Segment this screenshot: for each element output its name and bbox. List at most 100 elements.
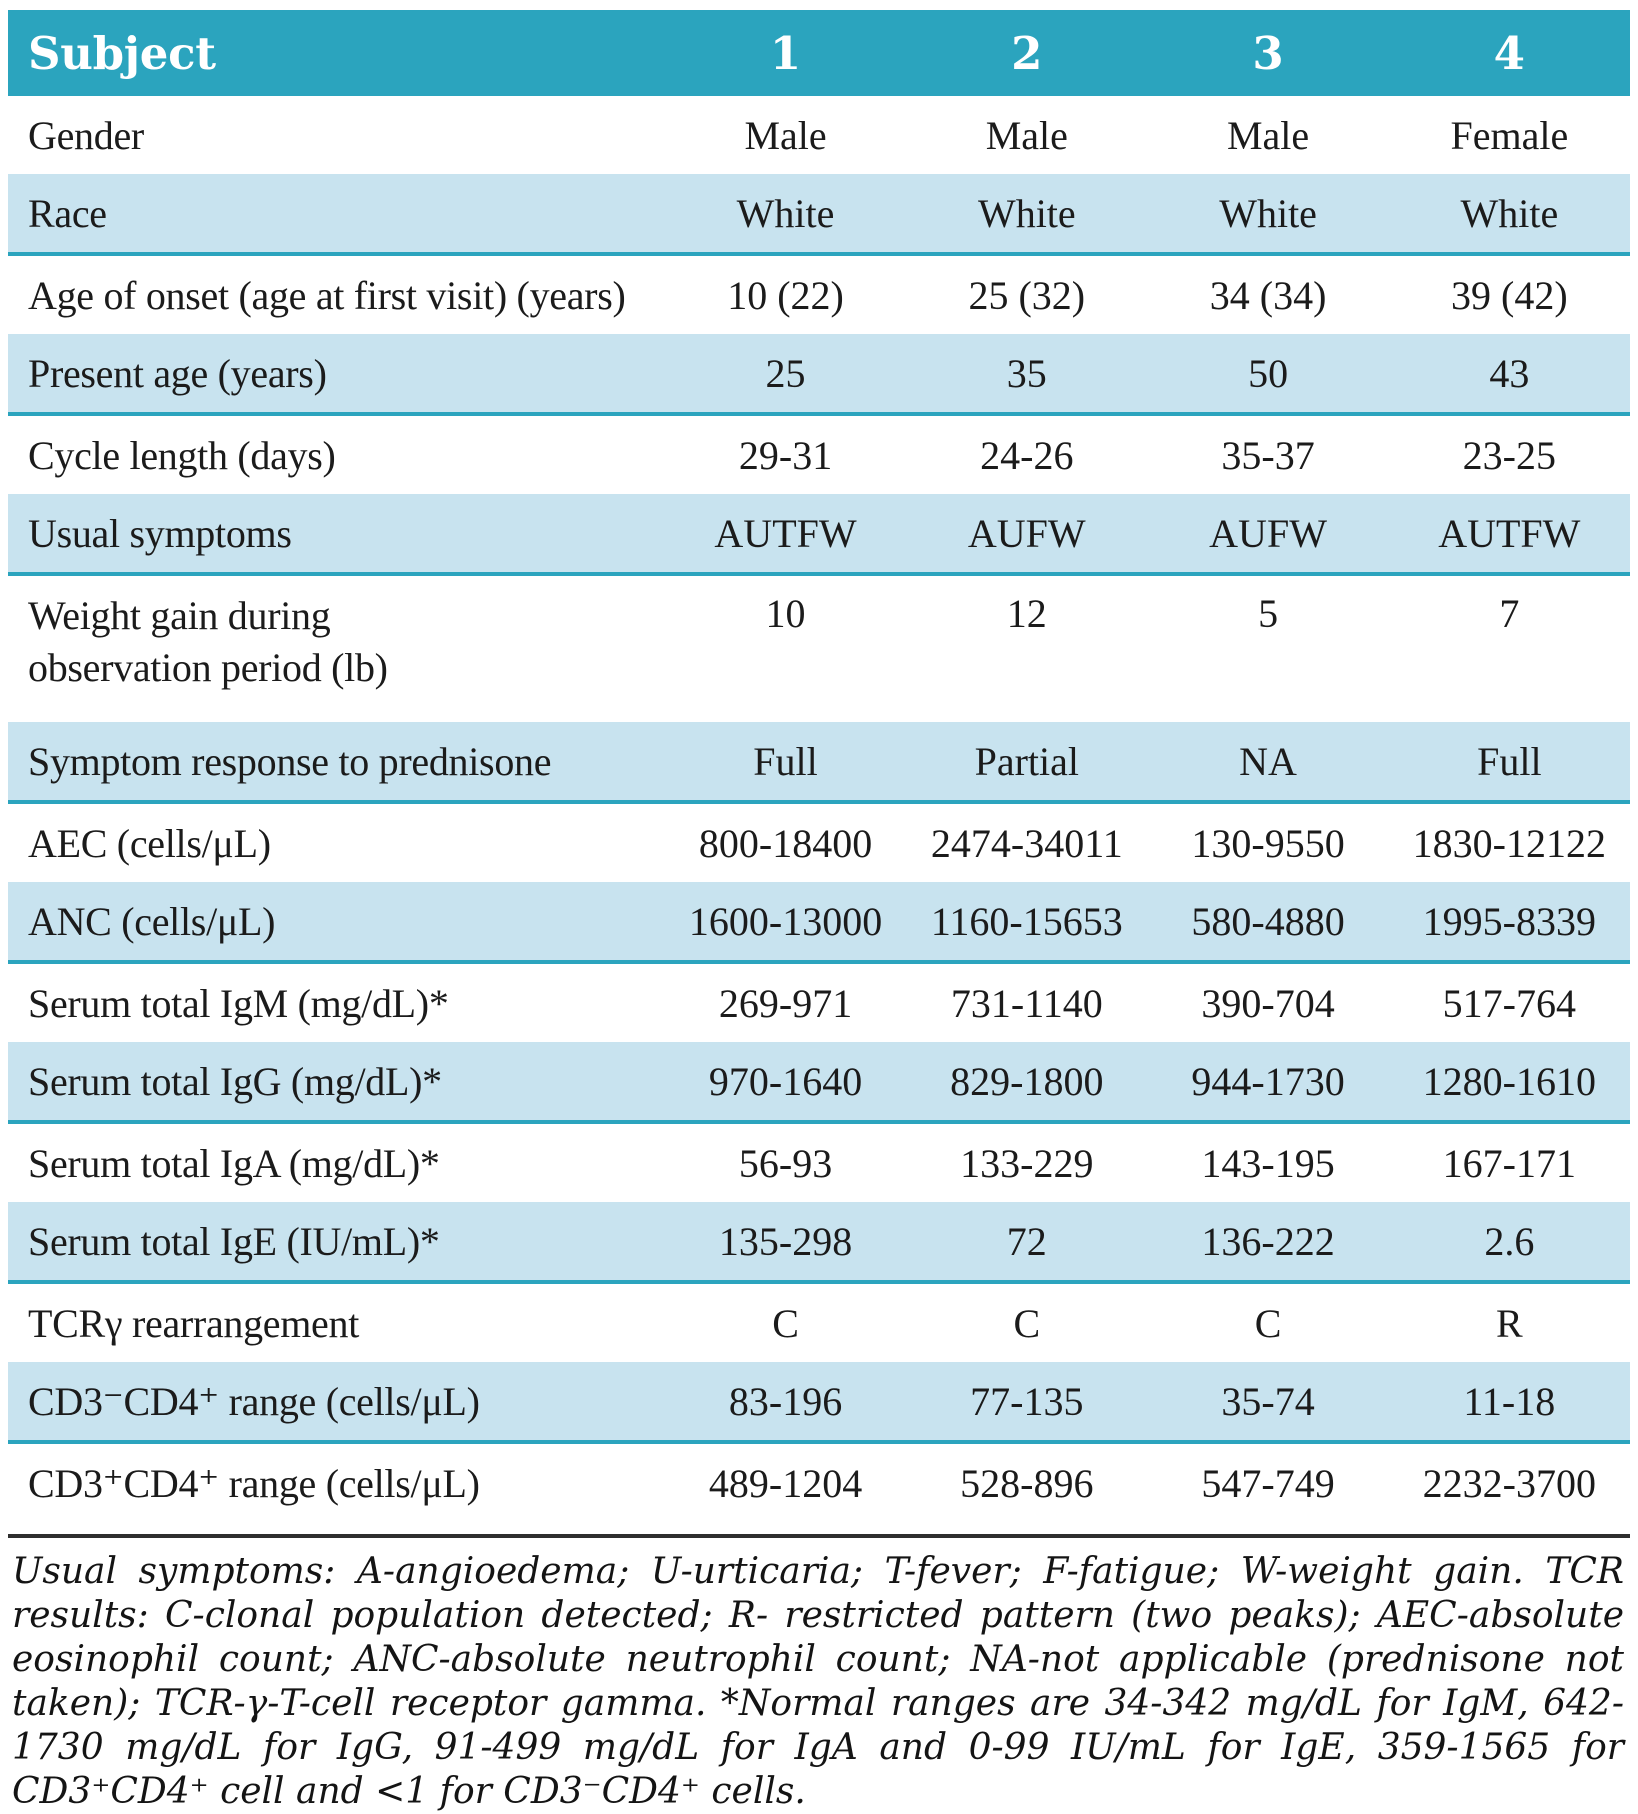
cell-value: C: [772, 1300, 799, 1346]
cell-value: White: [1219, 190, 1317, 236]
cell-value: 1160-15653: [930, 898, 1123, 944]
table-row: Age of onset (age at first visit) (years…: [8, 256, 1630, 334]
cell-value: 143-195: [1201, 1140, 1335, 1186]
cell-value: 83-196: [728, 1378, 843, 1424]
cell-value: 10: [765, 591, 806, 636]
row-label: ANC (cells/μL): [28, 898, 276, 944]
cell-value: C: [1254, 1300, 1282, 1346]
row-label: Serum total IgG (mg/dL)*: [28, 1058, 442, 1104]
row-label: Cycle length (days): [28, 432, 336, 478]
table-row: Serum total IgG (mg/dL)* 970-1640 829-1800…: [8, 1042, 1630, 1124]
cell-value: 580-4880: [1191, 898, 1345, 944]
table-body: Gender Male Male Male Female Race White White Wh…: [8, 96, 1630, 1522]
cell-value: 50: [1248, 350, 1289, 396]
row-label: Symptom response to prednisone: [28, 738, 552, 784]
cell-value: 136-222: [1201, 1218, 1335, 1264]
cell-value: 2232-3700: [1422, 1460, 1596, 1506]
cell-value: Male: [1226, 112, 1310, 158]
cell-value: Female: [1450, 112, 1569, 158]
row-label: TCRγ rearrangement: [28, 1300, 360, 1346]
cell-value: 77-135: [970, 1378, 1084, 1424]
table-row: Serum total IgM (mg/dL)* 269-971 731-1140 3…: [8, 964, 1630, 1042]
cell-value: Male: [744, 112, 827, 158]
cell-value: 1995-8339: [1422, 898, 1596, 944]
subjects-table: Subject 1 2 3 4 Gender Male Male Male Female…: [8, 10, 1630, 1814]
cell-value: 547-749: [1201, 1460, 1335, 1506]
cell-value: AUFW: [967, 510, 1086, 556]
table-row: TCRγ rearrangement C C C R: [8, 1284, 1630, 1362]
cell-value: 167-171: [1442, 1140, 1576, 1186]
table-row: Weight gain during observation period (l…: [8, 576, 1630, 722]
cell-value: 970-1640: [708, 1058, 863, 1104]
cell-value: 35-74: [1221, 1378, 1315, 1424]
table-row: Serum total IgA (mg/dL)* 56-93 133-229 143-…: [8, 1124, 1630, 1202]
header-col-3: 3: [1252, 26, 1284, 80]
table-header-row: Subject 1 2 3 4: [8, 10, 1630, 96]
cell-value: 269-971: [718, 980, 853, 1026]
table-row: CD3⁻CD4⁺ range (cells/μL) 83-196 77-135 35-…: [8, 1362, 1630, 1444]
cell-value: 25: [765, 350, 806, 396]
row-label: Gender: [28, 112, 144, 158]
header-col-4: 4: [1493, 26, 1525, 80]
cell-value: Male: [985, 112, 1068, 158]
cell-value: 2474-34011: [930, 820, 1123, 866]
table-row: Usual symptoms AUTFW AUFW AUFW AUTFW: [8, 494, 1630, 576]
header-col-1: 1: [769, 26, 802, 80]
table-row: Race White White White White: [8, 174, 1630, 256]
cell-value: 10 (22): [727, 272, 844, 318]
cell-value: 35: [1006, 350, 1047, 396]
cell-value: 517-764: [1442, 980, 1576, 1026]
row-label: CD3⁺CD4⁺ range (cells/μL): [28, 1460, 480, 1506]
cell-value: 35-37: [1221, 432, 1315, 478]
table-row: Cycle length (days) 29-31 24-26 35-37 23-25: [8, 416, 1630, 494]
cell-value: 731-1140: [950, 980, 1103, 1026]
cell-value: 56-93: [738, 1140, 833, 1186]
row-label: Serum total IgA (mg/dL)*: [28, 1140, 440, 1186]
cell-value: 72: [1006, 1218, 1047, 1264]
cell-value: 34 (34): [1209, 272, 1327, 318]
cell-value: 829-1800: [950, 1058, 1104, 1104]
header-col-2: 2: [1011, 26, 1043, 80]
cell-value: 43: [1489, 350, 1530, 396]
cell-value: R: [1495, 1300, 1523, 1346]
table-row: Present age (years) 25 35 50 43: [8, 334, 1630, 416]
cell-value: Full: [753, 738, 818, 784]
cell-value: 130-9550: [1191, 820, 1345, 866]
cell-value: 12: [1006, 591, 1047, 636]
cell-value: 29-31: [738, 432, 833, 478]
table-row: Symptom response to prednisone Full Partia…: [8, 722, 1630, 804]
cell-value: 2.6: [1484, 1218, 1535, 1264]
table-row: ANC (cells/μL) 1600-13000 1160-15653 580-48…: [8, 882, 1630, 964]
header-subject-label: Subject: [28, 26, 216, 80]
cell-value: AUTFW: [1438, 510, 1581, 556]
cell-value: AUTFW: [714, 510, 857, 556]
cell-value: AUFW: [1209, 510, 1327, 556]
cell-value: 39 (42): [1451, 272, 1568, 318]
row-label: CD3⁻CD4⁺ range (cells/μL): [28, 1378, 480, 1424]
row-label: Age of onset (age at first visit) (years…: [28, 272, 626, 318]
table-row: AEC (cells/μL) 800-18400 2474-34011 130-955…: [8, 804, 1630, 882]
cell-value: White: [736, 190, 835, 236]
cell-value: 1280-1610: [1422, 1058, 1596, 1104]
row-label: Serum total IgM (mg/dL)*: [28, 980, 449, 1026]
cell-value: 24-26: [980, 432, 1074, 478]
row-label: Serum total IgE (IU/mL)*: [28, 1218, 440, 1264]
cell-value: 528-896: [960, 1460, 1094, 1506]
row-label: Present age (years): [28, 350, 327, 396]
row-label: Weight gain during observation period (l…: [28, 593, 388, 690]
table-row: CD3⁺CD4⁺ range (cells/μL) 489-1204 528-896…: [8, 1444, 1630, 1522]
cell-value: Full: [1477, 738, 1542, 784]
table-row: Serum total IgE (IU/mL)* 135-298 72 136-222…: [8, 1202, 1630, 1284]
cell-value: 1830-12122: [1412, 820, 1606, 866]
cell-value: 800-18400: [698, 820, 873, 866]
cell-value: Partial: [974, 738, 1080, 784]
cell-value: 25 (32): [968, 272, 1086, 318]
table-row: Gender Male Male Male Female: [8, 96, 1630, 174]
table-footnote: Usual symptoms: A-angioedema; U-urticari…: [8, 1534, 1630, 1814]
cell-value: 135-298: [718, 1218, 853, 1264]
row-label: Race: [28, 190, 107, 236]
cell-value: White: [977, 190, 1076, 236]
row-label: Usual symptoms: [28, 510, 292, 556]
cell-value: 7: [1499, 591, 1520, 636]
cell-value: 23-25: [1462, 432, 1556, 478]
